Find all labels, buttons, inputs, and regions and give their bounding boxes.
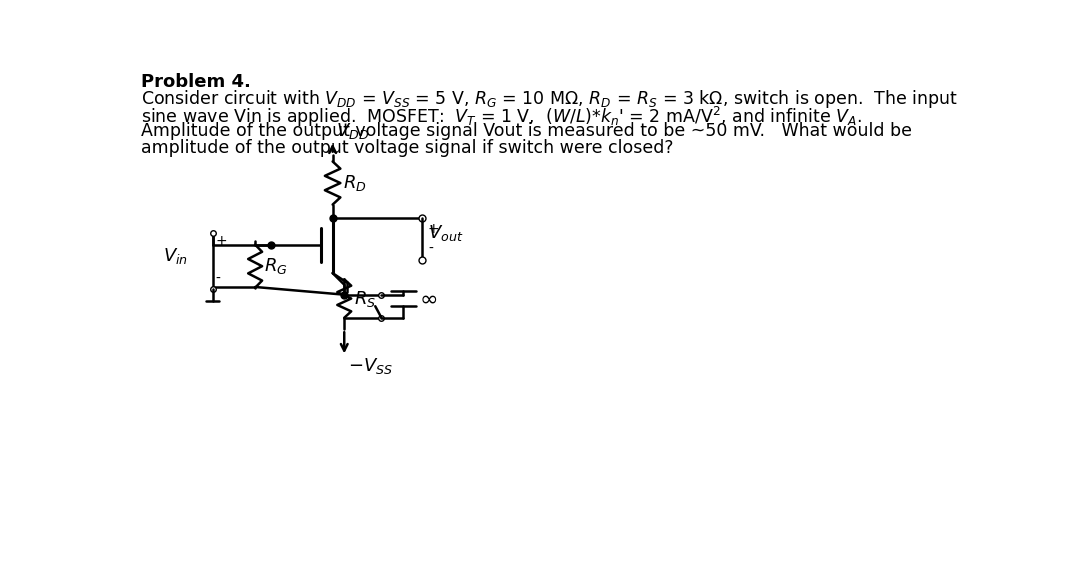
Text: amplitude of the output voltage signal if switch were closed?: amplitude of the output voltage signal i… — [141, 139, 674, 157]
Text: Consider circuit with $V_{DD}$ = $V_{SS}$ = 5 V, $R_G$ = 10 M$\Omega$, $R_D$ = $: Consider circuit with $V_{DD}$ = $V_{SS}… — [141, 88, 958, 111]
Text: $R_S$: $R_S$ — [354, 289, 377, 308]
Text: $\infty$: $\infty$ — [419, 289, 436, 308]
Text: +: + — [428, 222, 440, 236]
Text: $V_{out}$: $V_{out}$ — [428, 223, 463, 243]
Text: -: - — [428, 242, 433, 255]
Text: $R_D$: $R_D$ — [343, 173, 367, 193]
Text: sine wave Vin is applied.  MOSFET:  $V_T$ = 1 V,  $(W/L)$$*k_n$' = 2 mA/V$^2$, a: sine wave Vin is applied. MOSFET: $V_T$ … — [141, 105, 862, 129]
Text: Problem 4.: Problem 4. — [141, 73, 251, 91]
Text: -: - — [216, 272, 220, 286]
Text: $-V_{SS}$: $-V_{SS}$ — [348, 356, 393, 377]
Text: +: + — [216, 234, 227, 248]
Text: $V_{DD}$: $V_{DD}$ — [337, 120, 369, 141]
Text: Amplitude of the output voltage signal Vout is measured to be ~50 mV.   What wou: Amplitude of the output voltage signal V… — [141, 122, 913, 140]
Text: $V_{in}$: $V_{in}$ — [163, 246, 188, 266]
Text: $R_G$: $R_G$ — [265, 256, 288, 276]
